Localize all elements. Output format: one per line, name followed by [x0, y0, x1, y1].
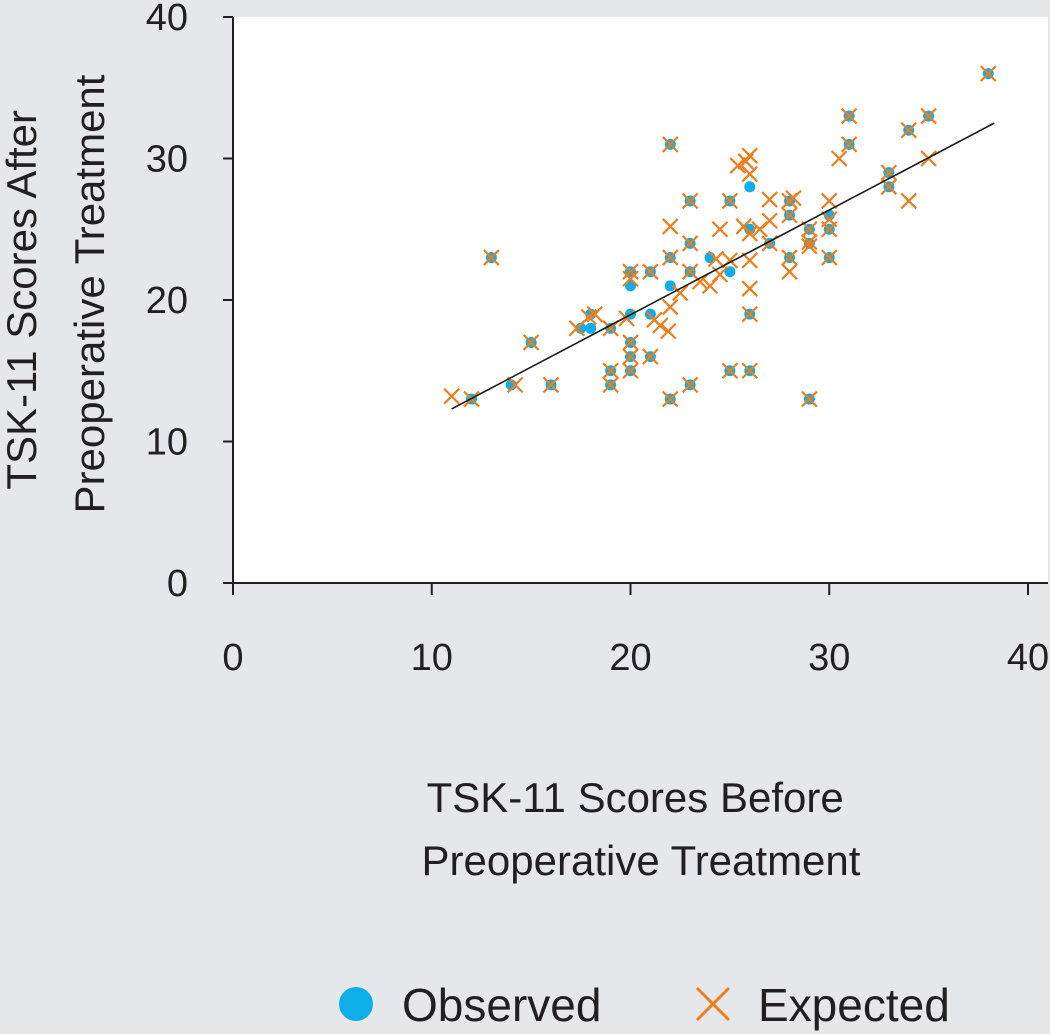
expected-point	[801, 220, 818, 238]
expected-point	[659, 322, 677, 340]
expected-point	[820, 249, 838, 266]
expected-point	[781, 249, 798, 266]
expected-point	[761, 212, 778, 230]
observed-point	[744, 181, 756, 193]
expected-point	[761, 191, 778, 208]
y-tick-label: 30	[146, 139, 188, 181]
expected-point	[979, 65, 997, 82]
expected-point	[707, 250, 725, 268]
expected-point	[741, 165, 759, 183]
expected-point	[542, 376, 560, 394]
expected-point	[602, 362, 619, 380]
y-axis-title: TSK-11 Scores After Preoperative Treatme…	[0, 74, 113, 513]
expected-point	[721, 362, 739, 380]
expected-point	[642, 263, 659, 280]
x-axis-title-line-2: Preoperative Treatment	[422, 837, 861, 884]
legend-expected-marker	[695, 986, 731, 1022]
expected-point	[781, 206, 798, 224]
expected-point	[622, 270, 639, 288]
expected-point	[711, 220, 729, 238]
expected-point	[483, 249, 500, 266]
expected-point	[801, 237, 818, 255]
expected-point	[840, 107, 858, 125]
expected-point	[622, 334, 639, 351]
expected-point	[920, 107, 937, 125]
expected-point	[522, 334, 540, 351]
x-tick-label: 30	[808, 637, 850, 679]
observed-point	[585, 322, 597, 334]
expected-point	[741, 147, 759, 164]
x-axis-title-line-1: TSK-11 Scores Before	[427, 774, 844, 821]
expected-point	[741, 362, 759, 380]
observed-point	[644, 308, 656, 320]
expected-point	[781, 263, 798, 280]
expected-point	[642, 348, 659, 365]
expected-point	[622, 263, 639, 280]
expected-point	[671, 284, 689, 302]
expected-point	[820, 220, 838, 238]
expected-point	[622, 348, 639, 365]
expected-point	[661, 136, 679, 153]
y-axis-title-line-2: Preoperative Treatment	[66, 74, 113, 513]
legend-expected-stroke-b	[695, 986, 731, 1022]
expected-point	[801, 233, 818, 251]
expected-point	[586, 305, 604, 323]
y-tick-label: 10	[146, 422, 188, 464]
expected-point	[681, 192, 699, 210]
expected-point	[661, 218, 679, 235]
legend-observed-label: Observed	[402, 979, 601, 1031]
expected-point	[900, 192, 918, 210]
x-tick-label: 40	[1007, 637, 1049, 679]
y-tick-label: 40	[146, 0, 188, 39]
expected-point	[729, 157, 747, 174]
observed-point	[664, 280, 676, 292]
series-expected	[443, 65, 997, 408]
expected-point	[691, 273, 709, 290]
expected-point	[661, 298, 679, 316]
trend-line-group	[451, 122, 995, 410]
expected-point	[840, 136, 858, 153]
expected-point	[741, 225, 759, 242]
x-tick-label: 0	[222, 637, 243, 679]
expected-point	[880, 164, 898, 181]
expected-point	[661, 249, 679, 266]
y-axis-title-line-1: TSK-11 Scores After	[0, 110, 45, 490]
expected-point	[900, 121, 918, 139]
expected-point	[830, 150, 848, 167]
expected-point	[741, 305, 759, 323]
expected-point	[801, 390, 818, 408]
expected-point	[820, 192, 838, 210]
plot-area	[233, 17, 1048, 583]
expected-point	[443, 387, 460, 405]
y-tick-label: 0	[167, 563, 188, 605]
x-tick-label: 10	[411, 637, 453, 679]
x-tick-label: 20	[609, 637, 651, 679]
x-axis-title: TSK-11 Scores Before Preoperative Treatm…	[422, 774, 861, 884]
observed-point	[724, 266, 736, 278]
expected-point	[681, 376, 699, 394]
expected-point	[661, 390, 679, 408]
expected-point	[721, 192, 739, 210]
ticks: 0 10 20 30 40 0 10 20 30 40	[146, 0, 1049, 679]
y-tick-label: 20	[146, 280, 188, 322]
expected-point	[681, 235, 699, 252]
expected-point	[506, 376, 524, 394]
expected-point	[652, 317, 669, 334]
expected-point	[785, 189, 802, 207]
expected-point	[622, 362, 639, 380]
trend-line	[451, 122, 995, 410]
legend-expected-label: Expected	[758, 979, 950, 1031]
legend-observed-marker	[339, 987, 373, 1021]
expected-point	[602, 376, 619, 394]
expected-point	[741, 280, 759, 297]
legend: Observed Expected	[339, 979, 950, 1031]
observed-point	[625, 280, 636, 292]
